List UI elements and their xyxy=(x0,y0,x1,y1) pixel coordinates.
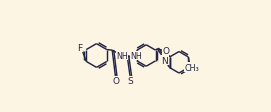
Text: O: O xyxy=(163,46,170,55)
Text: NH: NH xyxy=(130,52,142,60)
Text: O: O xyxy=(112,76,119,85)
Text: NH: NH xyxy=(116,52,128,60)
Text: S: S xyxy=(128,76,133,85)
Text: N: N xyxy=(162,56,168,65)
Text: CH₃: CH₃ xyxy=(184,63,199,72)
Text: F: F xyxy=(78,44,83,53)
